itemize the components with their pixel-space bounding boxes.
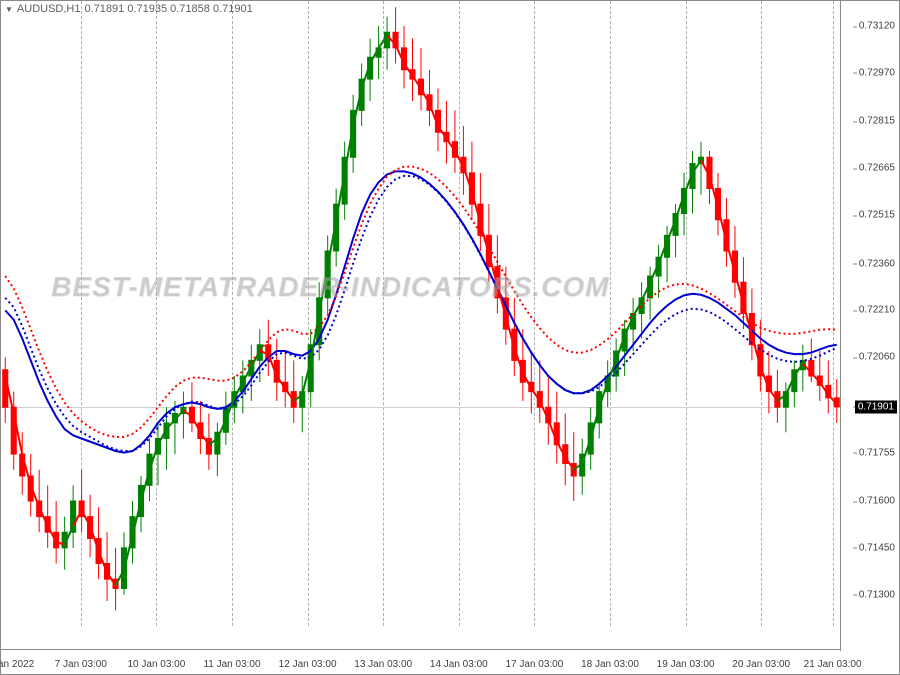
chart-svg [1,1,841,651]
y-tick: 0.72210 [859,305,895,316]
x-tick: 18 Jan 03:00 [581,659,639,670]
y-tick: 0.72665 [859,163,895,174]
y-axis: 0.73120 0.72970 0.72815 0.72665 0.72515 0.723… [839,1,899,651]
y-tick: 0.73120 [859,21,895,32]
y-tick: 0.72060 [859,352,895,363]
watermark: BEST-METATRADER-INDICATORS.COM [51,271,609,303]
chart-container: ▼ AUDUSD,H1 0.71891 0.71935 0.71858 0.71… [0,0,900,675]
y-tick: 0.71300 [859,589,895,600]
y-tick: 0.71755 [859,447,895,458]
y-tick: 0.71600 [859,496,895,507]
x-axis: 6 Jan 2022 7 Jan 03:00 10 Jan 03:00 11 Jan … [1,649,841,674]
x-tick: 19 Jan 03:00 [657,659,715,670]
x-tick: 11 Jan 03:00 [203,659,260,670]
y-tick: 0.72815 [859,116,895,127]
x-tick: 14 Jan 03:00 [430,659,488,670]
y-tick: 0.72360 [859,258,895,269]
x-tick: 12 Jan 03:00 [279,659,337,670]
y-tick: 0.71450 [859,542,895,553]
x-tick: 13 Jan 03:00 [354,659,412,670]
y-tick: 0.72970 [859,67,895,78]
x-tick: 10 Jan 03:00 [127,659,185,670]
x-tick: 17 Jan 03:00 [505,659,563,670]
plot-area[interactable]: BEST-METATRADER-INDICATORS.COM [1,1,841,651]
ohlc-label: 0.71891 0.71935 0.71858 0.71901 [85,3,253,15]
symbol-label: AUDUSD,H1 [17,3,81,15]
y-tick: 0.72515 [859,210,895,221]
chart-header: ▼ AUDUSD,H1 0.71891 0.71935 0.71858 0.71… [5,3,253,15]
x-tick: 6 Jan 2022 [0,659,34,670]
x-tick: 20 Jan 03:00 [732,659,790,670]
current-price-badge: 0.71901 [855,400,897,413]
x-tick: 21 Jan 03:00 [804,659,862,670]
x-tick: 7 Jan 03:00 [55,659,107,670]
dropdown-icon[interactable]: ▼ [5,5,13,14]
